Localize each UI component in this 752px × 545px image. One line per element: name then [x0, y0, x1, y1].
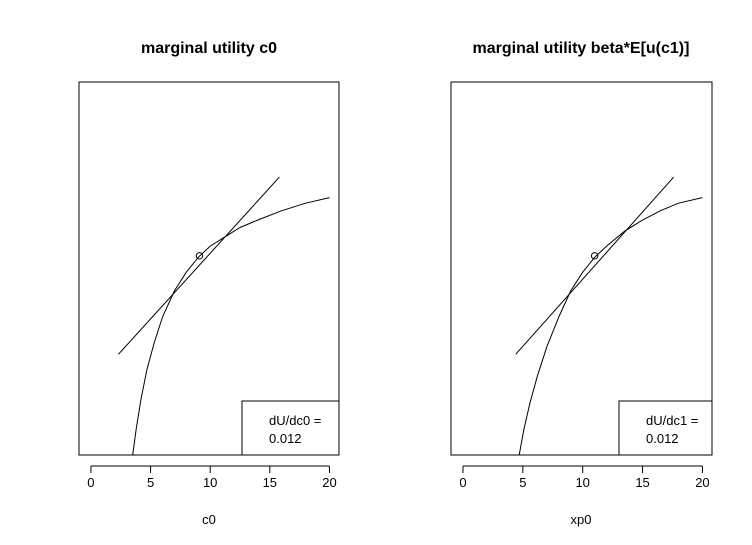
- panel-2-curve-line: [518, 197, 703, 456]
- panel-1-legend-box: [241, 400, 340, 456]
- panel-1-marks: [118, 176, 330, 456]
- panel-1-x-tick-label: 15: [263, 475, 277, 490]
- panel-2-x-tick-label: 5: [519, 475, 526, 490]
- panel-1-x-tick-label: 5: [147, 475, 154, 490]
- panel-1-x-tick-label: 20: [322, 475, 336, 490]
- panel-1-tangent-line: [118, 176, 280, 355]
- panel-2-x-tick-label: 0: [459, 475, 466, 490]
- panel-2-x-tick-label: 10: [575, 475, 589, 490]
- panel-2-marks: [515, 176, 703, 456]
- panel-1-legend: dU/dc0 = 0.012: [241, 400, 340, 456]
- panel-2-x-axis: 0 5 10 15 20: [459, 465, 710, 490]
- panel-1-title: marginal utility c0: [141, 40, 277, 57]
- panel-1-tangent-point: [195, 252, 204, 260]
- panel-1-legend-line-1: dU/dc0 =: [269, 413, 321, 428]
- panel-1-x-tick-label: 0: [87, 475, 94, 490]
- panel-1-curve-line: [132, 197, 330, 456]
- panel-1-x-axis-title: c0: [202, 512, 216, 527]
- panel-2-x-axis-title: xp0: [571, 512, 592, 527]
- panel-1: marginal utility c0 0 5 10 15 20 c0 dU/dc0 =…: [78, 40, 340, 527]
- panel-2-tangent-point: [590, 252, 599, 260]
- panel-1-x-axis: 0 5 10 15 20: [87, 465, 337, 490]
- panel-2-frame: [450, 81, 713, 456]
- panel-2-title: marginal utility beta*E[u(c1)]: [473, 40, 690, 57]
- panel-2-x-tick-label: 15: [635, 475, 649, 490]
- panel-2-tangent-line: [515, 176, 675, 355]
- panel-2-legend-line-2: 0.012: [646, 431, 679, 446]
- panel-1-frame: [78, 81, 340, 456]
- panel-2-x-tick-label: 20: [695, 475, 709, 490]
- panel-2-legend-line-1: dU/dc1 =: [646, 413, 698, 428]
- panel-2: marginal utility beta*E[u(c1)] 0 5 10 15 20 …: [450, 40, 713, 527]
- panel-2-legend-box: [618, 400, 713, 456]
- panel-1-x-tick-label: 10: [203, 475, 217, 490]
- panel-1-legend-line-2: 0.012: [269, 431, 302, 446]
- panel-2-legend: dU/dc1 = 0.012: [618, 400, 713, 456]
